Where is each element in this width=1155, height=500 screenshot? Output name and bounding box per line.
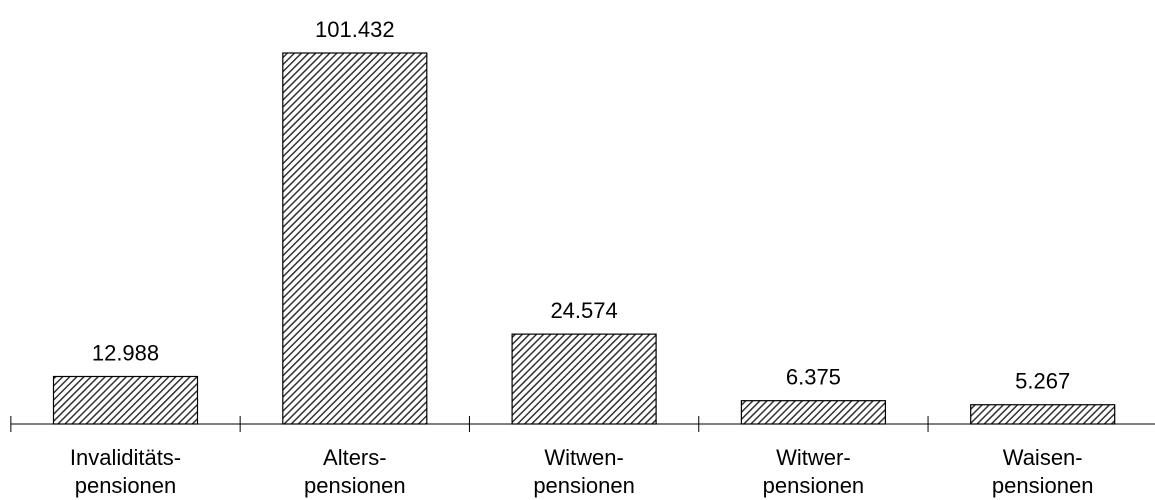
- bar: [282, 52, 428, 425]
- data-label: 12.988: [92, 340, 159, 365]
- category-label: pensionen: [304, 473, 406, 498]
- category-label: Alters-: [323, 445, 387, 470]
- bar: [511, 333, 657, 425]
- data-label: 6.375: [786, 365, 841, 390]
- category-label: pensionen: [75, 473, 177, 498]
- bar: [740, 400, 887, 425]
- bar: [970, 404, 1116, 425]
- category-label: pensionen: [763, 473, 865, 498]
- category-label: pensionen: [533, 473, 635, 498]
- category-label: Waisen-: [1003, 445, 1083, 470]
- category-label: pensionen: [992, 473, 1094, 498]
- labels-group: 12.988 Invaliditäts-pensionen 101.432 Alter…: [70, 17, 1094, 498]
- category-label: Invaliditäts-: [70, 445, 181, 470]
- category-label: Witwen-: [544, 445, 623, 470]
- data-label: 24.574: [550, 298, 617, 323]
- bar: [52, 375, 199, 425]
- category-label: Witwer-: [776, 445, 851, 470]
- data-label: 101.432: [315, 17, 395, 42]
- bars-group: [52, 52, 1116, 425]
- x-axis: [10, 416, 1155, 432]
- data-label: 5.267: [1015, 369, 1070, 394]
